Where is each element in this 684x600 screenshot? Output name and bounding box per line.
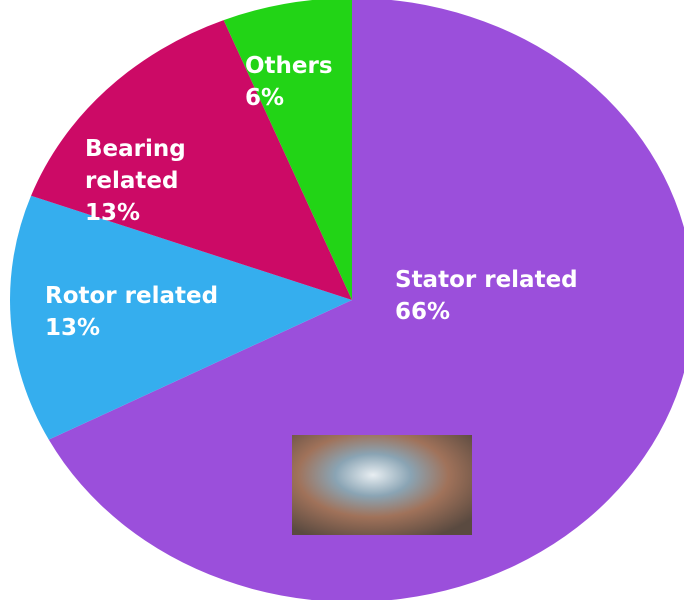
value-label: 6%: [245, 85, 285, 111]
pie-slice: [223, 0, 352, 300]
slice-label: Rotor related 13%: [45, 280, 305, 344]
pie-slice: [48, 0, 684, 600]
category-name: Stator related: [395, 267, 578, 293]
value-label: 13%: [45, 315, 101, 341]
pie-slice: [10, 195, 352, 440]
slice-label: Bearing related 13%: [85, 133, 215, 229]
category-name: Others: [245, 53, 333, 79]
category-name: Bearing related: [85, 136, 186, 194]
photo: [292, 435, 472, 535]
pie-slice: [31, 20, 353, 301]
value-label: 13%: [85, 200, 141, 226]
category-name: Rotor related: [45, 283, 219, 309]
value-label: 66%: [395, 299, 451, 325]
slice-label: Others 6%: [245, 50, 365, 114]
slice-label: Stator related 66%: [395, 264, 655, 328]
